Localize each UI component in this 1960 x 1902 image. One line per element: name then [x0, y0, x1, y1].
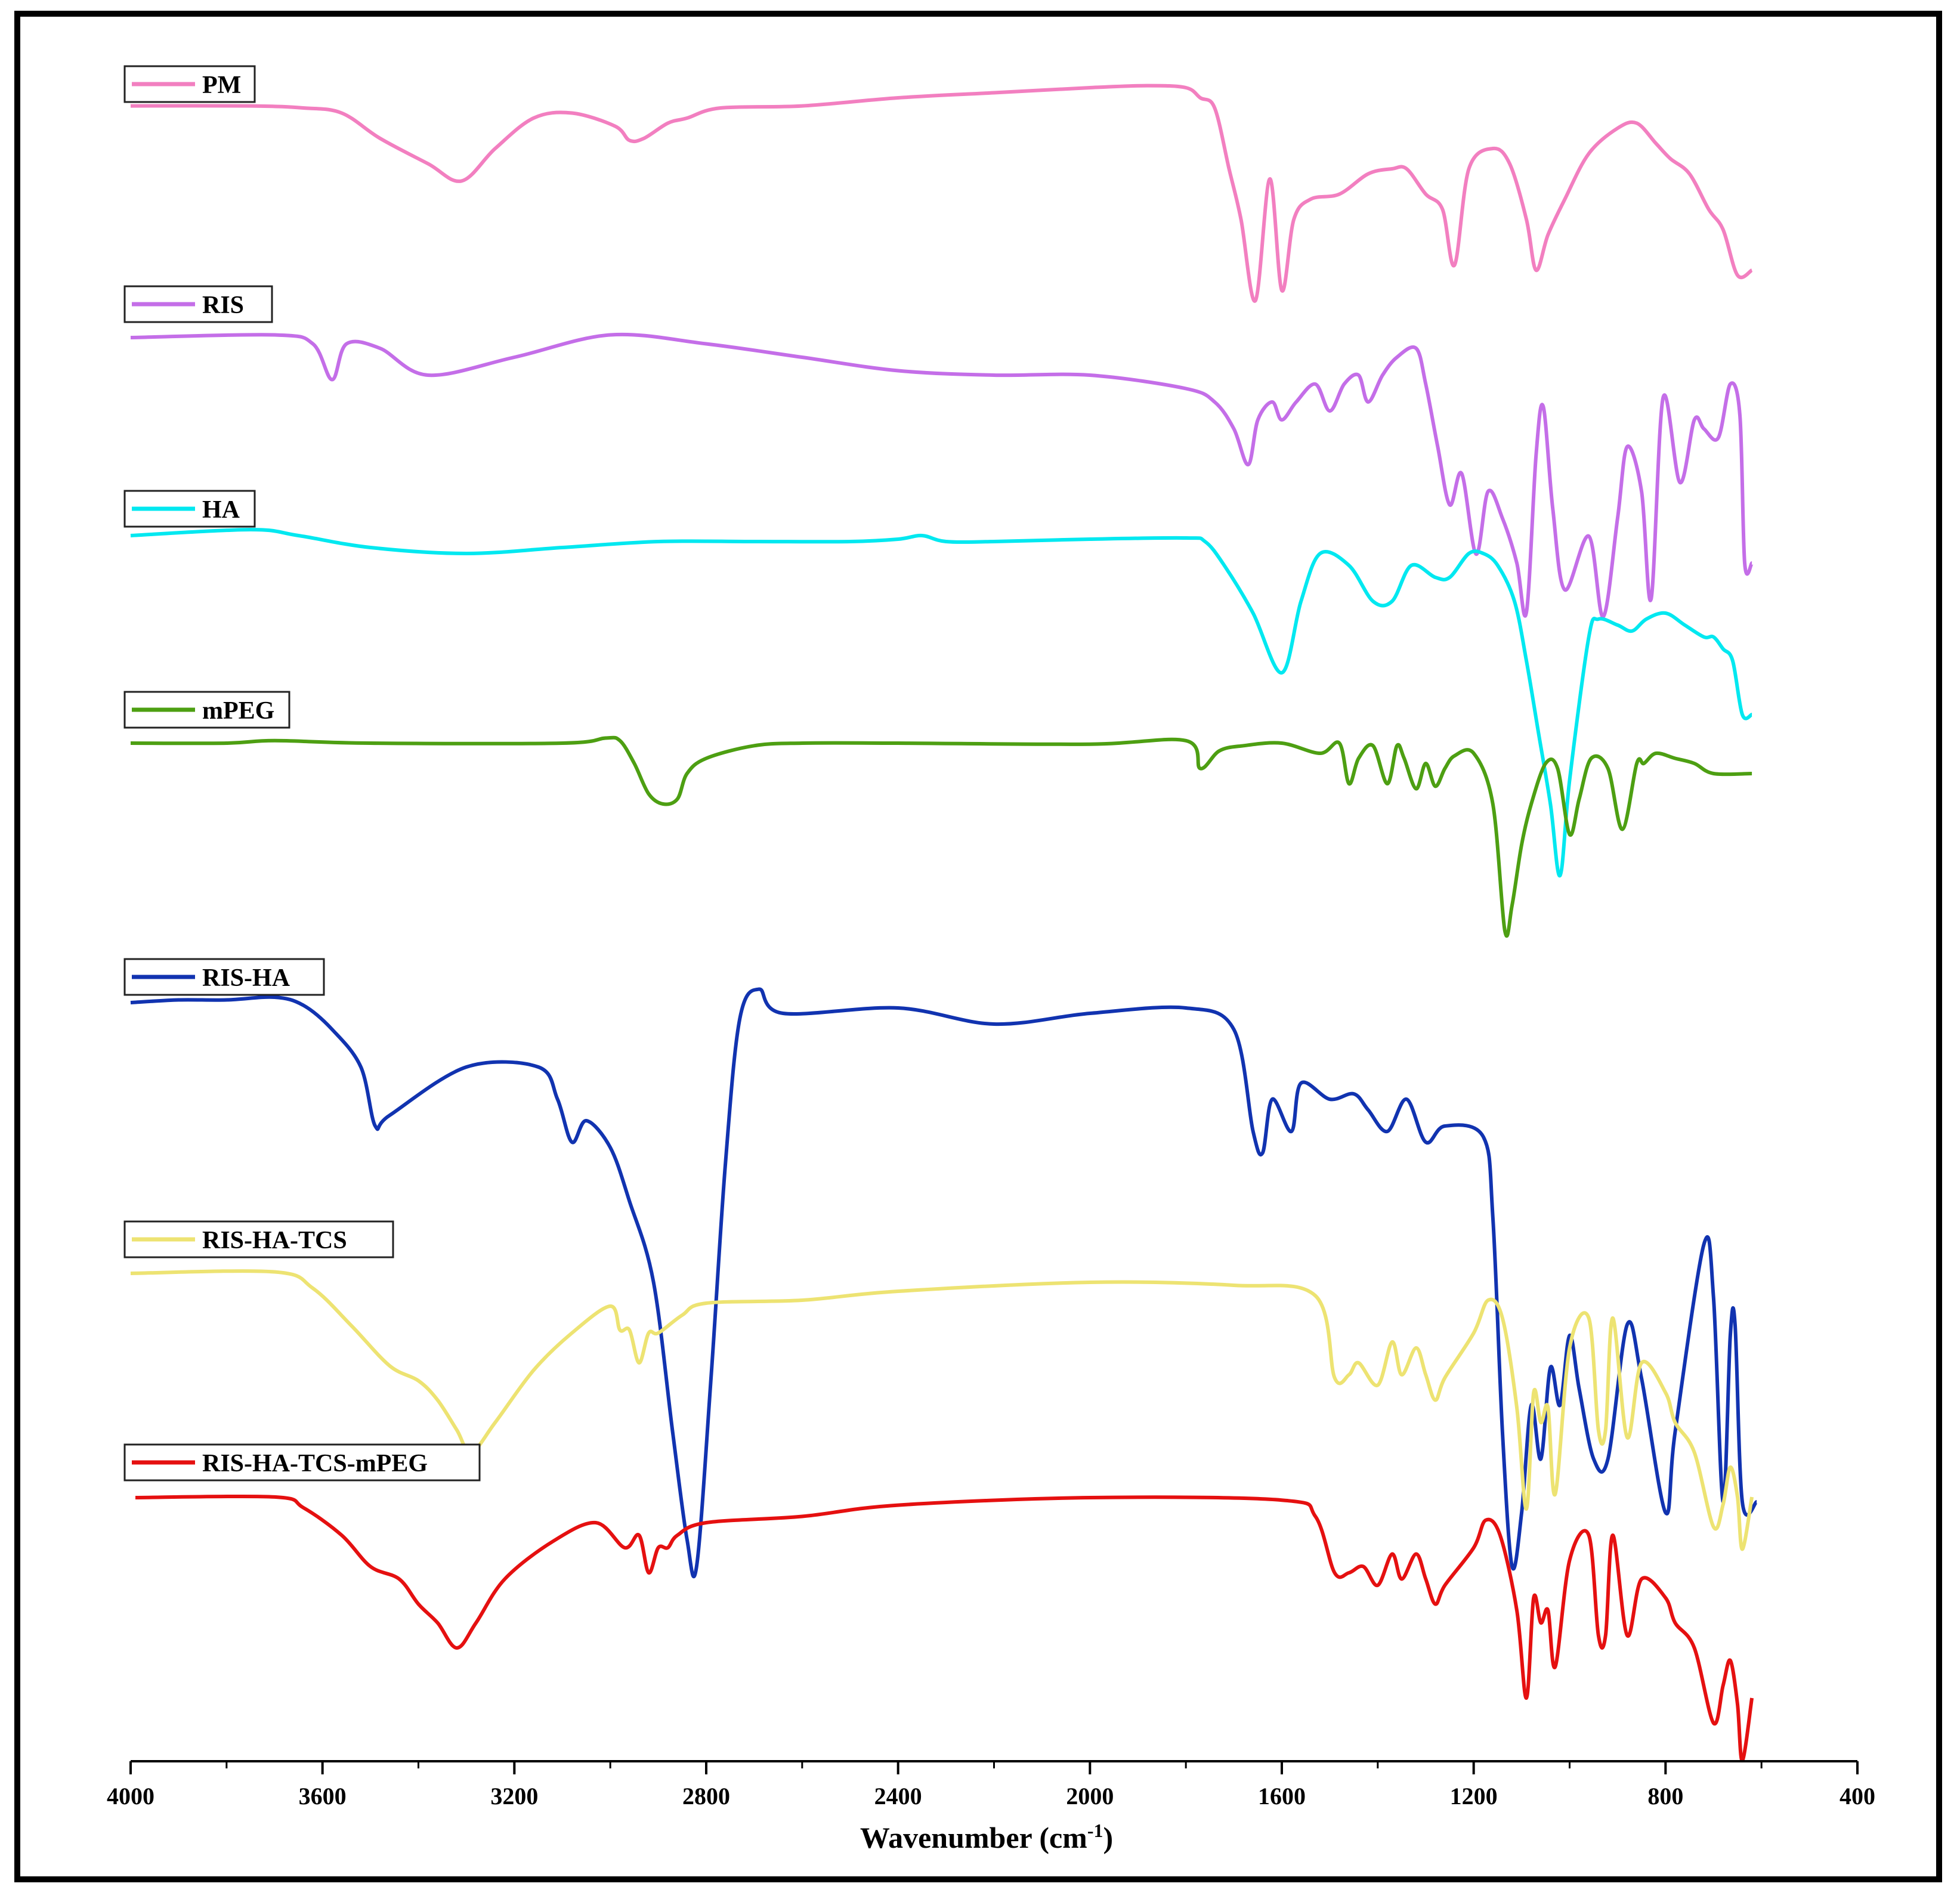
legend-label: RIS-HA: [202, 964, 290, 992]
series-line-ris: [130, 332, 1754, 619]
legend-ha: HA: [123, 490, 256, 528]
x-tick-label: 3600: [299, 1783, 347, 1810]
legend-label: mPEG: [202, 697, 274, 725]
x-axis-label: Wavenumber (cm-1): [860, 1820, 1113, 1854]
legend-mpeg: mPEG: [123, 691, 290, 729]
legend-ris-ha-tcs-mpeg: RIS-HA-TCS-mPEG: [123, 1443, 481, 1482]
series-line-ris-ha-tcs: [130, 1269, 1754, 1551]
ftir-spectra-chart: PM RIS HA mPEG RIS-HA RIS-HA-TCS RIS-HA-TCS-mP…: [107, 65, 1875, 1854]
series-line-mpeg: [130, 735, 1752, 938]
legend-label: RIS-HA-TCS: [202, 1227, 347, 1254]
legend-label: RIS-HA-TCS-mPEG: [202, 1450, 428, 1477]
legend-label: PM: [202, 72, 241, 99]
legend-ris-ha: RIS-HA: [123, 958, 325, 996]
legend-label: HA: [202, 496, 240, 524]
spectra-curves: [130, 83, 1759, 1763]
x-tick-label: 2800: [682, 1783, 730, 1810]
x-tick-label: 1600: [1258, 1783, 1306, 1810]
series-line-pm: [130, 83, 1753, 303]
x-tick-label: 400: [1840, 1783, 1875, 1810]
series-line-ha: [130, 528, 1753, 878]
legend-label: RIS: [202, 292, 244, 319]
series-line-ris-ha-tcs-mpeg: [135, 1494, 1754, 1763]
x-tick-label: 2400: [874, 1783, 922, 1810]
series-line-ris-ha: [130, 987, 1759, 1579]
legend-pm: PM: [123, 65, 256, 103]
legend-ris: RIS: [123, 285, 273, 323]
x-tick-label: 2000: [1066, 1783, 1114, 1810]
series-legend-boxes: PM RIS HA mPEG RIS-HA RIS-HA-TCS RIS-HA-TCS-mP…: [123, 65, 481, 1482]
x-tick-label: 800: [1647, 1783, 1683, 1810]
figure-frame: PM RIS HA mPEG RIS-HA RIS-HA-TCS RIS-HA-TCS-mP…: [14, 11, 1942, 1882]
x-tick-label: 4000: [107, 1783, 154, 1810]
x-axis: 4000 3600 3200 2800 2400 2000 1600 1200 800 400: [107, 1760, 1875, 1810]
x-tick-label: 1200: [1450, 1783, 1498, 1810]
legend-ris-ha-tcs: RIS-HA-TCS: [123, 1220, 394, 1258]
x-tick-label: 3200: [490, 1783, 538, 1810]
